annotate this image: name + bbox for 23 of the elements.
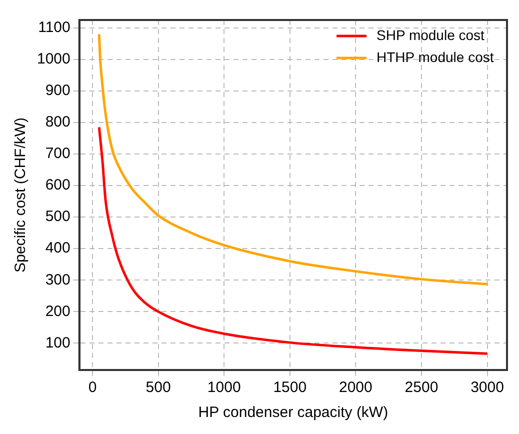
- y-tick-label: 600: [45, 176, 70, 194]
- y-tick-label: 800: [45, 114, 70, 131]
- x-tick-label: 3000: [470, 379, 504, 396]
- line-series: [98, 126, 489, 355]
- y-axis-title: Specific cost (CHF/kW): [12, 117, 30, 273]
- legend-label: SHP module cost: [376, 26, 485, 43]
- x-tick-label: 0: [88, 379, 97, 396]
- legend-label: HTHP module cost: [376, 48, 494, 65]
- x-tick-label: 1000: [207, 379, 241, 396]
- y-tick-label: 900: [45, 82, 70, 100]
- y-tick-label: 300: [45, 271, 70, 288]
- y-tick-label: 1000: [36, 50, 70, 68]
- x-tick-label: 2000: [338, 379, 372, 396]
- x-tick-label: 2500: [404, 379, 438, 396]
- y-tick-label: 400: [45, 240, 70, 257]
- x-tick-label: 1500: [273, 379, 307, 396]
- y-tick-label: 700: [45, 145, 70, 162]
- y-tick-label: 500: [45, 208, 70, 226]
- y-tick-label: 100: [45, 334, 70, 352]
- y-tick-label: 200: [45, 302, 70, 320]
- x-axis-title: HP condenser capacity (kW): [198, 404, 388, 422]
- x-tick-label: 500: [146, 379, 171, 396]
- y-tick-label: 1100: [38, 19, 70, 36]
